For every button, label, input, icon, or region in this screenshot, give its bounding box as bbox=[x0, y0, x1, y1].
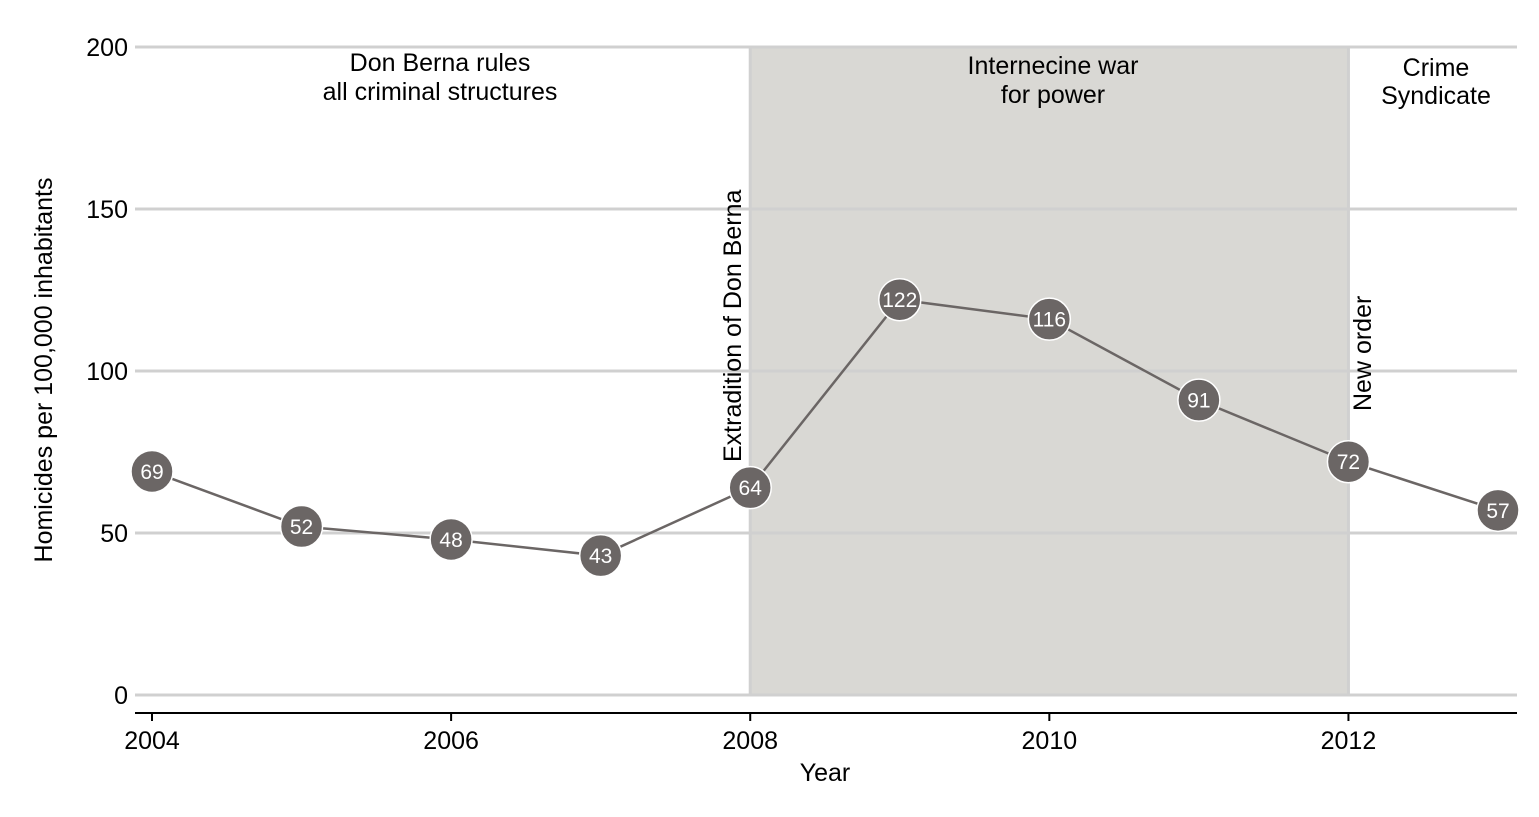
x-tick-label-2012: 2012 bbox=[1321, 727, 1377, 755]
x-tick-label-2004: 2004 bbox=[124, 727, 180, 755]
event-label-new-order: New order bbox=[1349, 296, 1377, 411]
y-tick-label-0: 0 bbox=[114, 682, 128, 710]
series-line-0 bbox=[151, 298, 1499, 557]
data-point-2011 bbox=[1177, 378, 1221, 422]
point-layer: 69 52 48 43 64 122 116 91 72 57 bbox=[130, 277, 1520, 578]
data-label-2010: 116 bbox=[1033, 309, 1066, 332]
data-label-2012: 72 bbox=[1337, 451, 1360, 474]
period-label-3-line-2: Syndicate bbox=[1381, 82, 1491, 110]
y-tick-label-150: 150 bbox=[86, 196, 128, 224]
y-tick-label-100: 100 bbox=[86, 358, 128, 386]
y-tick-label-200: 200 bbox=[86, 34, 128, 62]
data-point-2007 bbox=[578, 533, 623, 578]
data-point-2008 bbox=[728, 465, 772, 510]
data-label-2005: 52 bbox=[290, 516, 313, 539]
data-label-2013: 57 bbox=[1486, 500, 1509, 523]
event-label-extradition: Extradition of Don Berna bbox=[719, 190, 747, 462]
data-point-2009 bbox=[878, 277, 922, 322]
data-label-2004: 69 bbox=[140, 461, 163, 484]
x-tick-label-2006: 2006 bbox=[423, 727, 479, 755]
data-point-2005 bbox=[279, 504, 324, 549]
x-tick-label-2010: 2010 bbox=[1022, 727, 1078, 755]
y-tick-label-50: 50 bbox=[100, 520, 128, 548]
x-axis-title: Year bbox=[800, 759, 851, 787]
data-point-2012 bbox=[1326, 439, 1371, 484]
data-label-2011: 91 bbox=[1187, 390, 1210, 413]
period-label-3-line-1: Crime bbox=[1403, 54, 1470, 82]
data-point-2006 bbox=[429, 517, 473, 562]
data-point-2010 bbox=[1027, 297, 1072, 341]
annotation-layer: Don Berna rules all criminal structures … bbox=[323, 49, 1491, 462]
period-label-2-line-1: Internecine war bbox=[968, 52, 1139, 80]
series-line-layer bbox=[151, 298, 1499, 557]
period-label-1-line-1: Don Berna rules bbox=[350, 49, 531, 77]
x-tick-label-2008: 2008 bbox=[722, 727, 778, 755]
data-point-2004 bbox=[130, 449, 174, 494]
data-label-2006: 48 bbox=[439, 529, 462, 552]
data-label-2008: 64 bbox=[739, 477, 763, 500]
period-label-1-line-2: all criminal structures bbox=[323, 78, 558, 106]
y-axis-title: Homicides per 100,000 inhabitants bbox=[30, 178, 58, 563]
data-label-2009: 122 bbox=[882, 289, 917, 312]
data-label-2007: 43 bbox=[589, 545, 612, 568]
axis-layer: 0 50 100 150 200 2004 2006 2008 2010 2012 bbox=[86, 34, 1517, 755]
vline-layer bbox=[748, 47, 1350, 695]
period-label-2-line-2: for power bbox=[1001, 81, 1105, 109]
data-point-2013 bbox=[1476, 488, 1520, 533]
